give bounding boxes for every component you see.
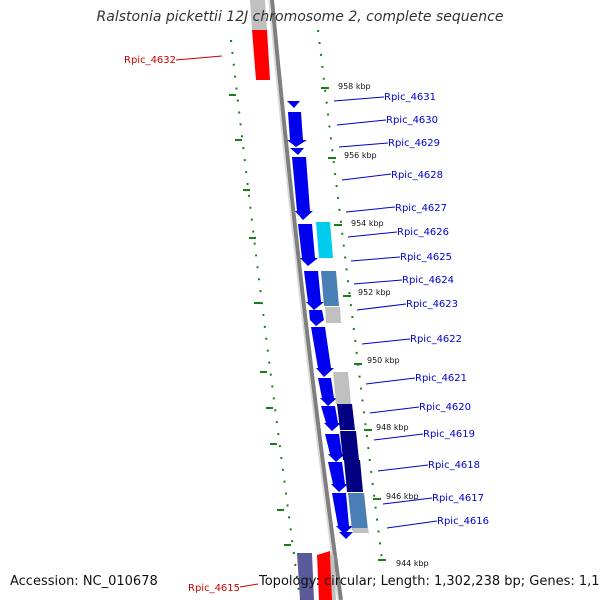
- gene-arrow-10[interactable]: [321, 406, 341, 431]
- gene-labels: Rpic_4632 Rpic_4631 Rpic_4630 Rpic_4629 Rpic…: [124, 55, 489, 594]
- leader-line-rpic-4625: [350, 256, 401, 262]
- gene-rpic-4615-b[interactable]: [317, 551, 333, 600]
- gene-rpic-4615-c[interactable]: [330, 555, 336, 600]
- accession-text: Accession: NC_010678: [10, 574, 158, 589]
- gene-rpic-4618[interactable]: [344, 460, 363, 492]
- gene-label-rpic-4624[interactable]: Rpic_4624: [402, 275, 454, 286]
- gene-arrow-4[interactable]: [292, 157, 313, 220]
- leader-line-rpic-4631: [333, 96, 385, 102]
- kbp-marker-5: 948 kbp: [376, 423, 409, 432]
- gene-label-rpic-4630[interactable]: Rpic_4630: [386, 115, 438, 126]
- gene-rpic-4616[interactable]: [352, 528, 369, 533]
- gene-rpic-4624[interactable]: [321, 271, 339, 306]
- gene-label-rpic-4626[interactable]: Rpic_4626: [397, 227, 449, 238]
- gene-label-rpic-4623[interactable]: Rpic_4623: [406, 299, 458, 310]
- leader-line-rpic-4629: [338, 142, 389, 148]
- gene-arrow-14[interactable]: [339, 532, 353, 539]
- leader-line-rpic-4617: [382, 497, 433, 505]
- gene-rpic-4619[interactable]: [340, 431, 359, 460]
- gene-label-rpic-4627[interactable]: Rpic_4627: [395, 203, 447, 214]
- leader-line-rpic-4632: [175, 55, 223, 61]
- gene-label-rpic-4622[interactable]: Rpic_4622: [410, 334, 462, 345]
- kbp-markers: 958 kbp 956 kbp 954 kbp 952 kbp 950 kbp 948 k…: [338, 82, 429, 568]
- gene-rpic-4632[interactable]: [252, 30, 270, 80]
- gene-arrow-5[interactable]: [298, 224, 318, 266]
- gene-arrow-3[interactable]: [290, 148, 304, 155]
- map-title: Ralstonia pickettii 12J chromosome 2, co…: [96, 9, 504, 25]
- gene-label-rpic-4619[interactable]: Rpic_4619: [423, 429, 475, 440]
- gene-arrow-11[interactable]: [325, 434, 345, 462]
- leader-line-rpic-4627: [345, 206, 396, 213]
- gene-rpic-4626[interactable]: [316, 222, 333, 258]
- leader-line-rpic-4616: [386, 520, 438, 529]
- gene-rpic-4615-a[interactable]: [297, 553, 314, 600]
- backbone-highlight: [268, 0, 339, 600]
- leader-line-rpic-4626: [347, 231, 398, 238]
- gene-label-rpic-4628[interactable]: Rpic_4628: [391, 170, 443, 181]
- gene-rpic-4632-cap[interactable]: [250, 0, 267, 30]
- leader-line-rpic-4621: [365, 377, 416, 385]
- gene-label-rpic-4616[interactable]: Rpic_4616: [437, 516, 489, 527]
- leader-line-rpic-4628: [341, 173, 392, 181]
- leader-line-rpic-4623: [356, 303, 407, 311]
- minor-ticks: [229, 87, 386, 561]
- gene-arrow-12[interactable]: [328, 462, 348, 492]
- leader-line-rpic-4620: [369, 406, 420, 414]
- inner-tick-track: [230, 39, 301, 600]
- gene-label-rpic-4615[interactable]: Rpic_4615: [188, 583, 240, 594]
- kbp-marker-6: 946 kbp: [386, 492, 419, 501]
- gene-label-rpic-4629[interactable]: Rpic_4629: [388, 138, 440, 149]
- gene-rpic-4623[interactable]: [325, 307, 341, 323]
- gene-arrow-2[interactable]: [287, 112, 307, 147]
- gene-rpic-4621[interactable]: [333, 372, 351, 404]
- sequence-summary: Topology: circular; Length: 1,302,238 bp…: [259, 574, 600, 589]
- chromosome-backbone: [270, 0, 343, 600]
- gene-label-rpic-4625[interactable]: Rpic_4625: [400, 252, 452, 263]
- gene-arrow-8[interactable]: [311, 327, 334, 377]
- kbp-marker-2: 954 kbp: [351, 219, 384, 228]
- gene-label-rpic-4618[interactable]: Rpic_4618: [428, 460, 480, 471]
- leader-line-rpic-4618: [377, 464, 429, 472]
- gene-arrow-1[interactable]: [287, 101, 300, 108]
- leader-line-rpic-4615: [239, 583, 259, 588]
- gene-label-rpic-4621[interactable]: Rpic_4621: [415, 373, 467, 384]
- gene-arrow-9[interactable]: [318, 378, 337, 406]
- leader-line-rpic-4630: [336, 119, 387, 126]
- kbp-marker-7: 944 kbp: [396, 559, 429, 568]
- leader-line-rpic-4619: [373, 433, 424, 441]
- gene-label-rpic-4617[interactable]: Rpic_4617: [432, 493, 484, 504]
- gene-label-rpic-4620[interactable]: Rpic_4620: [419, 402, 471, 413]
- kbp-marker-1: 956 kbp: [344, 151, 377, 160]
- gene-features: [250, 0, 369, 600]
- gene-arrow-6[interactable]: [304, 271, 324, 310]
- gene-label-rpic-4631[interactable]: Rpic_4631: [384, 92, 436, 103]
- gene-arrow-7[interactable]: [309, 310, 324, 326]
- kbp-marker-4: 950 kbp: [367, 356, 400, 365]
- leader-line-rpic-4624: [353, 279, 403, 285]
- kbp-marker-0: 958 kbp: [338, 82, 371, 91]
- gene-label-rpic-4632[interactable]: Rpic_4632: [124, 55, 176, 66]
- gene-arrow-13[interactable]: [332, 493, 353, 534]
- gene-rpic-4617[interactable]: [348, 493, 368, 530]
- gene-rpic-4620[interactable]: [337, 404, 355, 430]
- label-leader-lines: [175, 55, 438, 588]
- kbp-marker-3: 952 kbp: [358, 288, 391, 297]
- leader-line-rpic-4622: [361, 338, 411, 345]
